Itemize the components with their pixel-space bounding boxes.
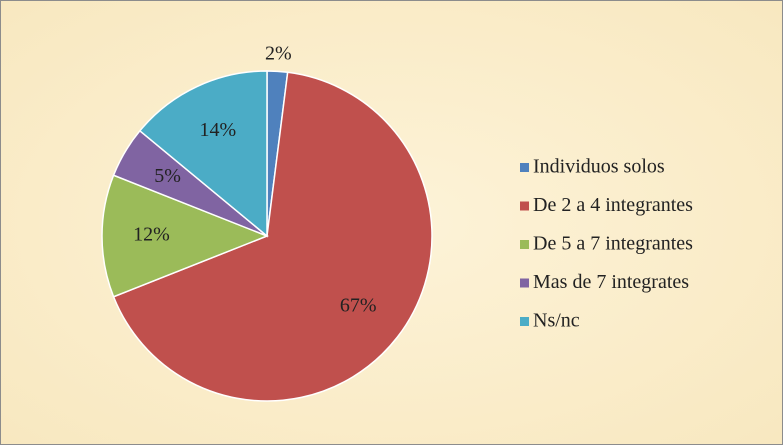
legend-swatch xyxy=(520,278,529,288)
legend-swatch xyxy=(520,317,529,326)
data-label: 14% xyxy=(199,119,236,141)
legend-label: De 2 a 4 integrantes xyxy=(533,194,693,216)
pie-slice xyxy=(112,71,433,402)
data-label: 12% xyxy=(133,224,170,246)
legend-label: Mas de 7 integrates xyxy=(533,271,689,293)
legend-label: De 5 a 7 integrantes xyxy=(533,233,693,255)
legend-swatch xyxy=(520,201,529,211)
data-label: 5% xyxy=(154,165,181,187)
legend-label: Ns/nc xyxy=(533,310,580,332)
legend-label: Individuos solos xyxy=(533,156,665,178)
data-label: 67% xyxy=(340,294,377,316)
legend-swatch xyxy=(520,163,529,172)
pie-slice xyxy=(101,174,270,298)
legend-swatch xyxy=(520,240,529,249)
pie-slice xyxy=(138,70,268,238)
data-label: 2% xyxy=(265,42,292,64)
